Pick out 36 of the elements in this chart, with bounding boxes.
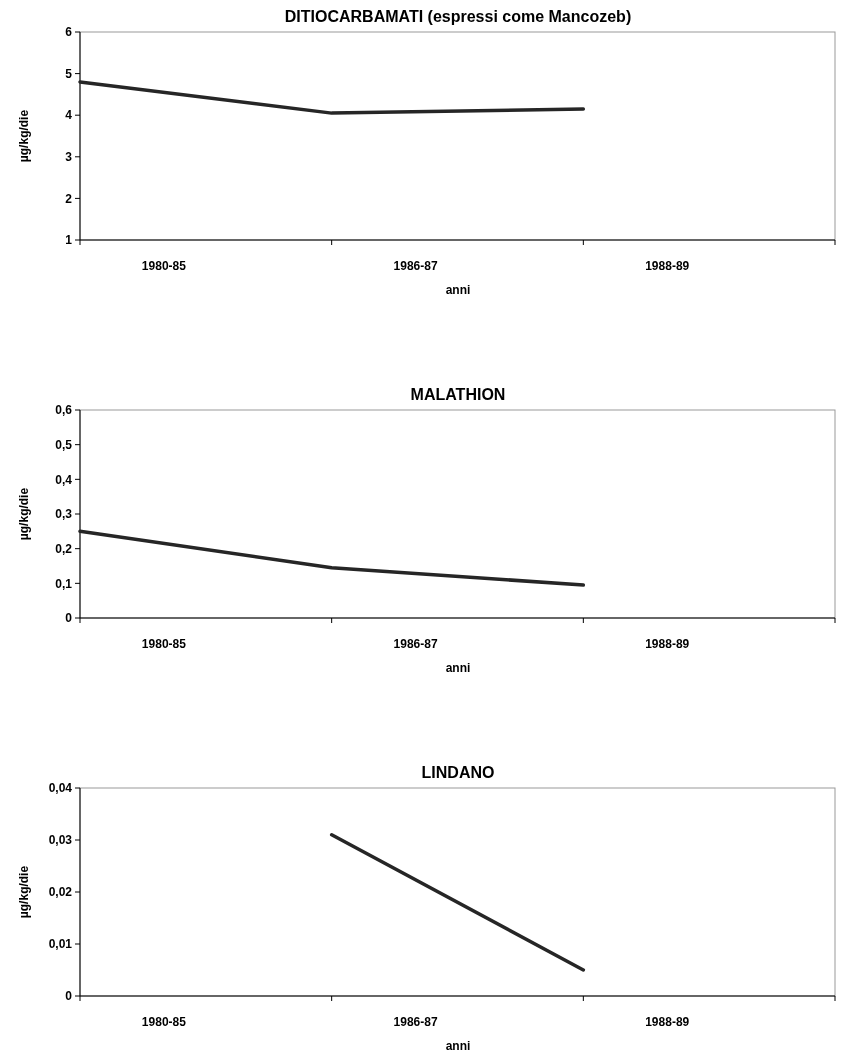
y-axis-title: µg/kg/die [17, 487, 31, 541]
y-tick-label: 0,02 [48, 885, 73, 900]
x-tick-label: 1986-87 [393, 259, 438, 273]
x-tick-label: 1980-85 [141, 637, 187, 651]
y-tick-label: 5 [65, 66, 73, 81]
y-tick-label: 0,5 [55, 437, 73, 452]
y-tick-label: 6 [65, 25, 73, 40]
y-tick-label: 0 [65, 989, 73, 1004]
y-tick-label: 3 [65, 150, 73, 164]
x-tick-label: 1988-89 [645, 259, 690, 273]
y-tick-label: 0,1 [55, 576, 73, 591]
y-axis-title: µg/kg/die [17, 865, 31, 919]
y-tick-label: 0,2 [55, 541, 73, 556]
x-tick-label: 1986-87 [393, 1015, 438, 1029]
y-tick-label: 0,4 [55, 472, 73, 487]
chart-title: LINDANO [421, 764, 495, 781]
x-tick-label: 1980-85 [141, 259, 187, 273]
x-tick-label: 1980-85 [141, 1015, 187, 1029]
y-axis-title: µg/kg/die [17, 109, 31, 163]
x-axis-title: anni [445, 661, 471, 675]
x-tick-label: 1988-89 [645, 1015, 690, 1029]
y-tick-label: 4 [65, 108, 73, 123]
y-tick-label: 0,04 [48, 781, 73, 796]
chart-title: DITIOCARBAMATI (espressi come Mancozeb) [284, 8, 632, 25]
y-tick-label: 0,01 [48, 937, 73, 952]
x-tick-label: 1986-87 [393, 637, 438, 651]
y-tick-label: 0,03 [48, 833, 73, 848]
x-axis-title: anni [445, 283, 471, 297]
y-tick-label: 1 [65, 233, 73, 248]
y-tick-label: 0,3 [55, 507, 73, 522]
y-tick-label: 2 [65, 191, 73, 206]
x-tick-label: 1988-89 [645, 637, 690, 651]
y-tick-label: 0 [65, 611, 73, 626]
chart-title: MALATHION [410, 386, 506, 403]
y-tick-label: 0,6 [55, 403, 73, 418]
x-axis-title: anni [445, 1039, 471, 1053]
